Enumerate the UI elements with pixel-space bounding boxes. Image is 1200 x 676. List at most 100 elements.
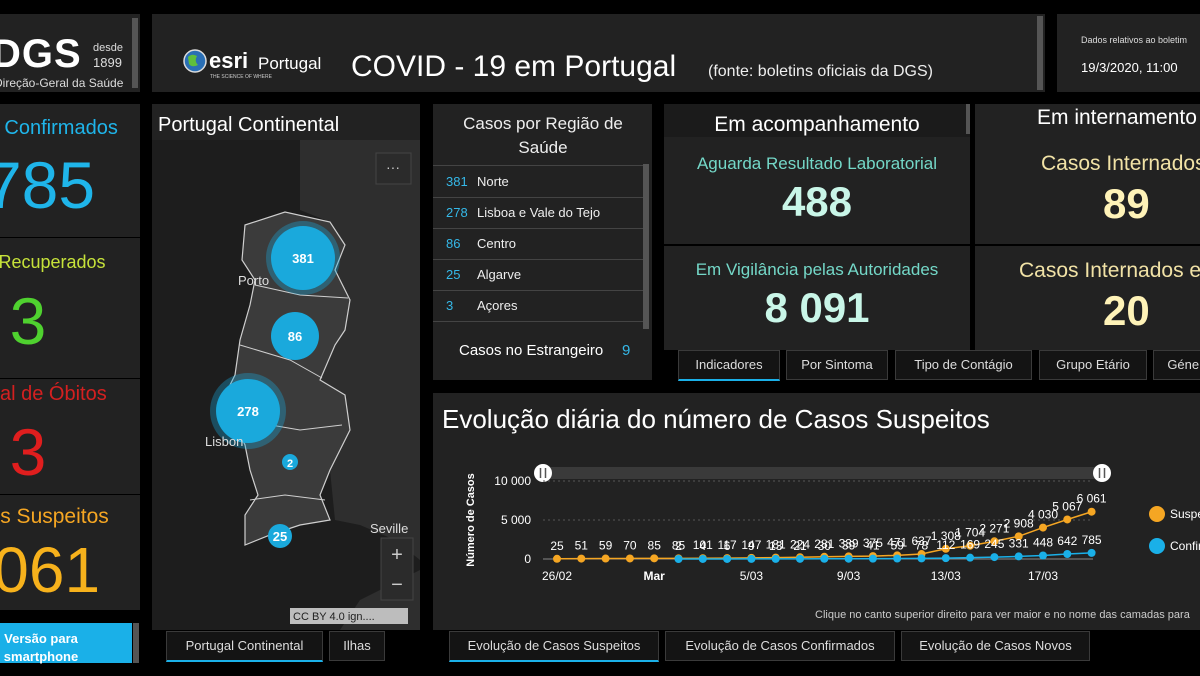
x-tick-label: 13/03 [931, 569, 961, 583]
scrollbar [966, 104, 970, 134]
data-point [990, 537, 999, 546]
slider-handle[interactable] [1093, 464, 1111, 482]
map-menu-label[interactable]: ··· [386, 159, 400, 175]
scrollbar [133, 623, 139, 663]
tab[interactable]: Género [1153, 350, 1200, 380]
scrollbar [643, 164, 649, 329]
data-label: 1 308 [931, 529, 961, 543]
tab[interactable]: Evolução de Casos Confirmados [665, 631, 895, 661]
monitoring-panel: Em acompanhamento Aguarda Resultado Labo… [664, 104, 970, 350]
x-tick-label: 26/02 [542, 569, 572, 583]
zoom-in[interactable]: + [391, 544, 403, 566]
report-label: Dados relativos ao boletim [1081, 35, 1188, 45]
tab[interactable]: Grupo Etário [1039, 350, 1147, 380]
region-count: 3 [446, 298, 454, 313]
data-point [698, 554, 707, 563]
logo-since: desde [93, 42, 123, 54]
esri-tagline: THE SCIENCE OF WHERE [210, 74, 272, 80]
indicator-value: 20 [1103, 287, 1150, 334]
data-label: 85 [672, 538, 686, 552]
tab[interactable]: Tipo de Contágio [895, 350, 1032, 380]
report-date: 19/3/2020, 11:00 [1081, 60, 1178, 75]
indicator-value: 89 [1103, 180, 1150, 227]
x-tick-label: 9/03 [837, 569, 861, 583]
stat-label: Casos Confirmados [0, 117, 118, 139]
stat-value: 3 [10, 415, 47, 489]
zoom-control [380, 537, 414, 601]
tab[interactable]: Portugal Continental [166, 631, 323, 662]
x-tick-label: 5/03 [740, 569, 764, 583]
cluster[interactable] [282, 454, 298, 470]
region-row[interactable]: 381 Norte [433, 165, 643, 198]
logo-name: DGS [0, 32, 82, 76]
data-label: 85 [648, 538, 662, 552]
map-menu[interactable] [375, 152, 412, 185]
data-label: 6 [724, 539, 731, 553]
indicator-value: 8 091 [764, 284, 870, 331]
data-label: 375 [863, 536, 883, 550]
globe-land [188, 54, 198, 67]
attribution[interactable]: CC BY 4.0 ign.... [293, 611, 375, 623]
cluster[interactable] [268, 524, 292, 548]
data-point [771, 554, 780, 563]
place-label: Seville [370, 521, 408, 536]
data-point [966, 553, 975, 562]
cluster-label: 2 [287, 458, 293, 470]
x-tick-label: 17/03 [1028, 569, 1058, 583]
region-row[interactable]: 278 Lisboa e Vale do Tejo [433, 197, 643, 229]
data-label: 41 [866, 539, 880, 553]
cluster[interactable] [216, 379, 280, 443]
tab[interactable]: Evolução de Casos Novos [901, 631, 1090, 661]
data-label: 13 [769, 539, 783, 553]
region-row[interactable]: 25 Algarve [433, 259, 643, 291]
tab[interactable]: Por Sintoma [786, 350, 888, 380]
region-count: 381 [446, 174, 468, 189]
data-label: 2 [675, 539, 682, 553]
mobile-button[interactable] [0, 623, 132, 663]
data-label: 101 [693, 538, 713, 552]
tab[interactable]: Evolução de Casos Suspeitos [449, 631, 659, 662]
stat-label: Casos Recuperados [0, 252, 106, 272]
data-label: 181 [766, 538, 786, 552]
tab[interactable]: Ilhas [329, 631, 385, 661]
data-point [1087, 507, 1096, 516]
data-label: 642 [1057, 534, 1077, 548]
divider [664, 244, 970, 246]
data-point [1063, 515, 1072, 524]
region-row[interactable]: 3 Açores [433, 290, 643, 322]
chart-panel [433, 393, 1200, 630]
logo-year: 1899 [93, 55, 122, 70]
header-panel: esri Portugal THE SCIENCE OF WHERE COVID… [152, 14, 1045, 92]
region-borders [229, 284, 349, 501]
stats-column: Casos Confirmados 785 Casos Recuperados … [0, 104, 140, 663]
chart: Evolução diária do número de Casos Suspe… [442, 404, 1200, 621]
data-label: 169 [960, 538, 980, 552]
dashboard-title: COVID - 19 em Portugal [351, 50, 677, 83]
y-tick-label: 5 000 [501, 513, 531, 527]
data-point [844, 554, 853, 563]
cluster[interactable] [271, 226, 335, 290]
data-label: 281 [814, 537, 834, 551]
legend-label: Confirmados [1170, 539, 1200, 553]
data-label: 4 [699, 539, 706, 553]
stat-label: Total de Óbitos [0, 382, 107, 405]
data-label: 147 [741, 538, 761, 552]
mobile-button-label[interactable]: Versão para smartphone [3, 631, 79, 664]
data-point [674, 554, 683, 563]
data-point [1087, 548, 1096, 557]
data-label: 39 [842, 539, 856, 553]
zoom-out[interactable]: − [391, 574, 403, 596]
region-count: 86 [446, 236, 461, 251]
region-name: Algarve [477, 267, 522, 282]
tab[interactable]: Indicadores [678, 350, 780, 381]
logo-panel: DGS desde 1899 Direção-Geral da Saúde [0, 14, 140, 92]
slider-handle[interactable] [534, 464, 552, 482]
chart-title: Evolução diária do número de Casos Suspe… [442, 404, 990, 434]
cluster[interactable] [271, 312, 319, 360]
hospital-title: Em internamento [1037, 106, 1197, 129]
data-point [1014, 552, 1023, 561]
data-point [625, 554, 634, 563]
data-point [747, 554, 756, 563]
region-row[interactable]: 86 Centro [433, 228, 643, 260]
